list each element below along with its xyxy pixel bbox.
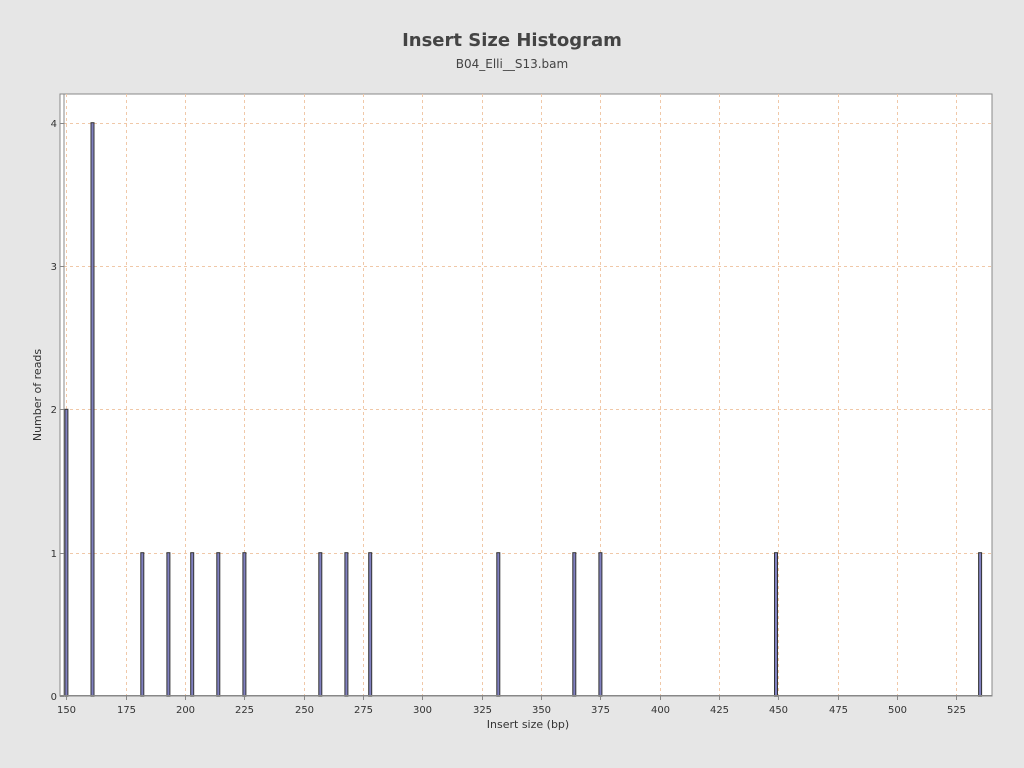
histogram-bar [242,552,247,697]
histogram-bar [90,122,95,697]
x-axis-label: Insert size (bp) [487,718,569,731]
x-tick-label: 175 [117,705,136,716]
histogram-bar [774,552,778,697]
x-tick-label: 200 [176,705,195,716]
histogram-bar [344,552,349,697]
x-tick-label: 300 [413,705,432,716]
x-tick-label: 325 [473,705,492,716]
y-axis-label: Number of reads [31,349,44,442]
x-tick-label: 375 [591,705,610,716]
histogram-bar [318,552,323,697]
y-tick-label: 4 [51,119,57,130]
x-tick-label: 275 [354,705,373,716]
histogram-bar [496,552,501,697]
histogram-bar [572,552,577,697]
histogram-bar [140,552,145,697]
histogram-bar [368,552,373,697]
histogram-bar [190,552,195,697]
grid-lines [64,94,992,696]
y-tick-label: 2 [51,405,57,416]
y-tick-label: 3 [51,262,57,273]
plot-area [59,93,993,697]
histogram-bar [216,552,221,697]
x-tick-label: 250 [295,705,314,716]
y-tick-labels: 0 1 2 3 4 [51,119,64,703]
x-tick-label: 150 [57,705,76,716]
y-tick-label: 0 [51,692,57,703]
histogram-bar [978,552,983,697]
x-tick-label: 400 [651,705,670,716]
y-tick-label: 1 [51,549,57,560]
x-tick-label: 475 [829,705,848,716]
histogram-bar [64,408,69,697]
histogram-bar [166,552,171,697]
x-tick-label: 425 [710,705,729,716]
x-tick-labels: 150 175 200 225 250 275 300 325 350 375 400 425 450 4… [57,696,966,716]
x-tick-label: 350 [532,705,551,716]
histogram-bar [598,552,603,697]
chart-title: Insert Size Histogram [402,30,622,51]
x-tick-label: 525 [947,705,966,716]
bars [64,122,983,697]
x-tick-label: 500 [888,705,907,716]
x-tick-label: 450 [769,705,788,716]
chart-subtitle: B04_Elli__S13.bam [455,57,569,71]
x-tick-label: 225 [235,705,254,716]
